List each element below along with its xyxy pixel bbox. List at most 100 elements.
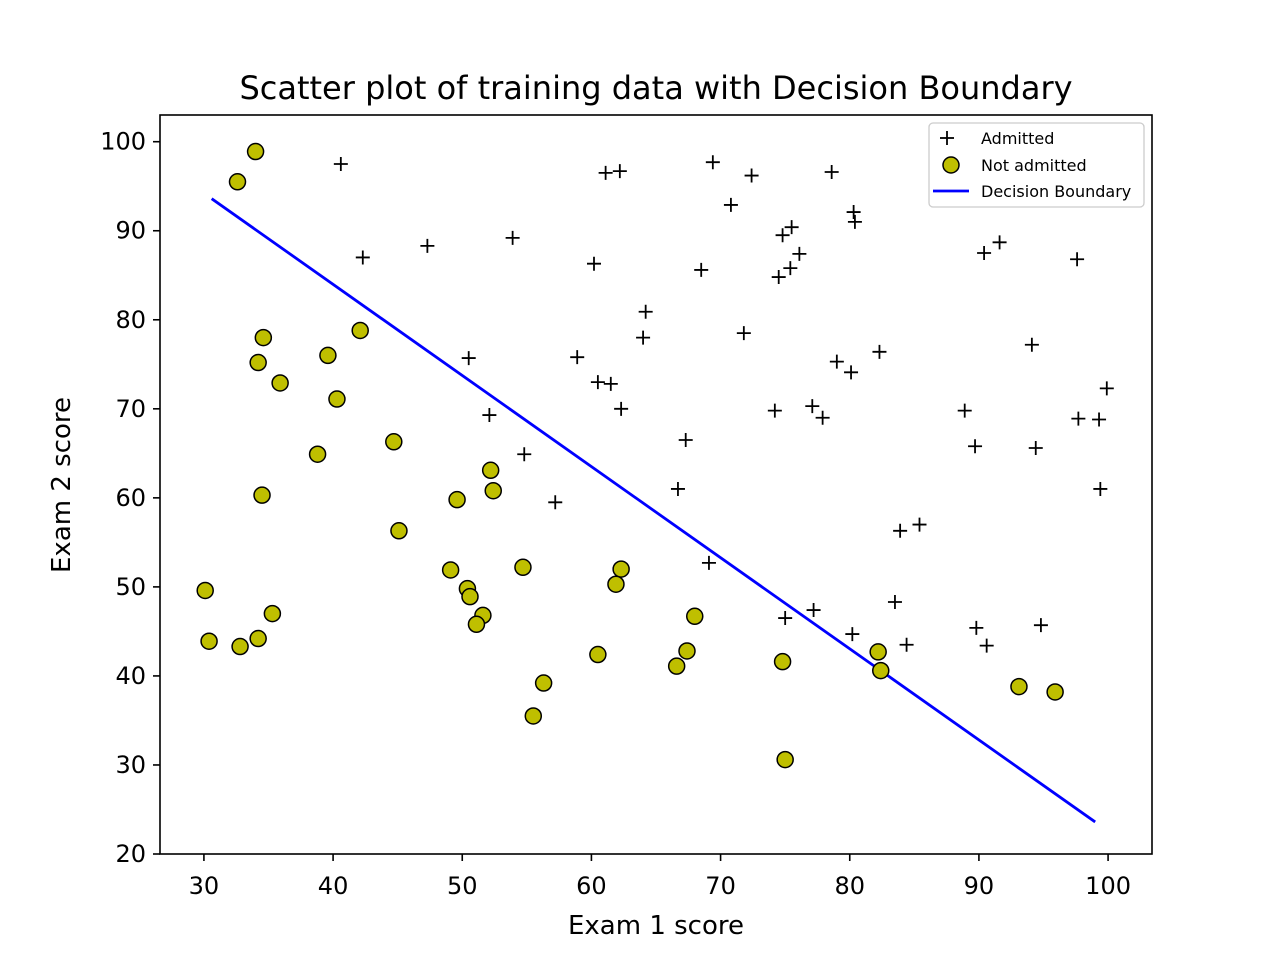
plot-area-frame (159, 114, 1153, 855)
not-admitted-point (319, 346, 337, 365)
axis-ticks: 30 40 50 60 70 80 90 100 20 30 40 50 60 70 80 90 100 (100, 128, 1131, 900)
admitted-point (912, 517, 927, 532)
y-tick-label: 60 (115, 484, 146, 512)
admitted-point (636, 330, 651, 345)
admitted-point (815, 410, 830, 425)
chart-title: Scatter plot of training data with Decis… (239, 69, 1072, 107)
admitted-point (1099, 381, 1114, 396)
legend-marker-not-admitted (942, 156, 960, 174)
admitted-point (778, 611, 793, 626)
x-tick-label: 80 (834, 872, 865, 900)
admitted-point (775, 228, 790, 243)
not-admitted-point (612, 560, 630, 578)
admitted-point (1092, 412, 1107, 427)
admitted-point (570, 350, 585, 365)
not-admitted-point (467, 615, 486, 634)
admitted-point (744, 168, 759, 183)
not-admitted-point (872, 661, 890, 680)
admitted-point (1071, 411, 1086, 426)
admitted-point (614, 401, 629, 416)
not-admitted-point (1046, 683, 1064, 701)
plot-marks (196, 142, 1114, 824)
not-admitted-point (667, 657, 686, 675)
admitted-point (333, 156, 348, 171)
x-tick-label: 50 (447, 872, 478, 900)
admitted-point (806, 603, 821, 618)
admitted-point (767, 403, 782, 418)
legend-label-decision-boundary: Decision Boundary (981, 182, 1131, 201)
admitted-point (887, 595, 902, 610)
admitted-point (845, 627, 860, 642)
y-tick-label: 20 (115, 840, 146, 868)
not-admitted-point (200, 632, 218, 650)
x-axis-label: Exam 1 score (568, 911, 744, 941)
x-tick-label: 100 (1085, 872, 1131, 900)
x-tick-label: 70 (705, 872, 736, 900)
not-admitted-point (351, 321, 369, 340)
not-admitted-point (534, 674, 553, 692)
not-admitted-point (385, 433, 403, 451)
x-tick-label: 30 (189, 872, 220, 900)
admitted-point (824, 164, 839, 179)
admitted-point (670, 481, 685, 496)
not-admitted-point (231, 637, 249, 656)
admitted-point (968, 439, 983, 454)
not-admitted-point (448, 490, 466, 509)
not-admitted-point (249, 629, 267, 648)
admitted-point (792, 246, 807, 261)
not-admitted-point (390, 522, 408, 540)
not-admitted-point (524, 707, 543, 725)
y-tick-label: 80 (115, 306, 146, 334)
admitted-point (1028, 440, 1043, 455)
not-admitted-point (776, 750, 794, 769)
legend: Admitted Not admitted Decision Boundary (928, 122, 1145, 208)
admitted-point (612, 164, 627, 179)
admitted-point (598, 165, 613, 180)
admitted-point (694, 262, 709, 277)
admitted-point (590, 375, 605, 390)
decision-boundary-line (210, 197, 1096, 824)
not-admitted-point (461, 587, 479, 606)
not-admitted-point (514, 558, 532, 577)
legend-box (928, 122, 1145, 208)
not-admitted-point (484, 481, 502, 500)
not-admitted-point (589, 645, 607, 664)
admitted-point (829, 354, 844, 369)
y-tick-label: 50 (115, 573, 146, 601)
admitted-point (846, 205, 861, 220)
not-admitted-point (441, 561, 460, 579)
not-admitted-point (686, 607, 704, 626)
y-tick-label: 40 (115, 662, 146, 690)
not-admitted-point (246, 142, 265, 161)
admitted-point (893, 523, 908, 538)
admitted-point (517, 447, 532, 462)
y-tick-label: 90 (115, 217, 146, 245)
admitted-point (992, 235, 1007, 250)
not-admitted-point (607, 575, 625, 593)
admitted-point (678, 432, 693, 447)
admitted-point (1093, 481, 1108, 496)
admitted-point (979, 638, 994, 653)
y-axis-label: Exam 2 score (47, 397, 77, 573)
admitted-point (587, 256, 601, 271)
not-admitted-point (253, 486, 271, 504)
y-tick-label: 70 (115, 395, 146, 423)
not-admitted-point (254, 328, 273, 347)
not-admitted-point (481, 461, 500, 480)
admitted-point (899, 637, 914, 652)
x-tick-label: 90 (964, 872, 995, 900)
y-tick-label: 30 (115, 751, 146, 779)
legend-label-not-admitted: Not admitted (981, 156, 1087, 175)
admitted-point (603, 376, 618, 391)
admitted-point (701, 555, 716, 570)
admitted-point (638, 304, 653, 319)
admitted-point (482, 408, 497, 423)
admitted-point (548, 495, 563, 510)
not-admitted-point (869, 643, 887, 661)
admitted-point (969, 620, 984, 635)
admitted-point (783, 261, 798, 276)
not-admitted-point (328, 390, 346, 408)
admitted-point (844, 365, 859, 380)
not-admitted-point (228, 173, 247, 191)
